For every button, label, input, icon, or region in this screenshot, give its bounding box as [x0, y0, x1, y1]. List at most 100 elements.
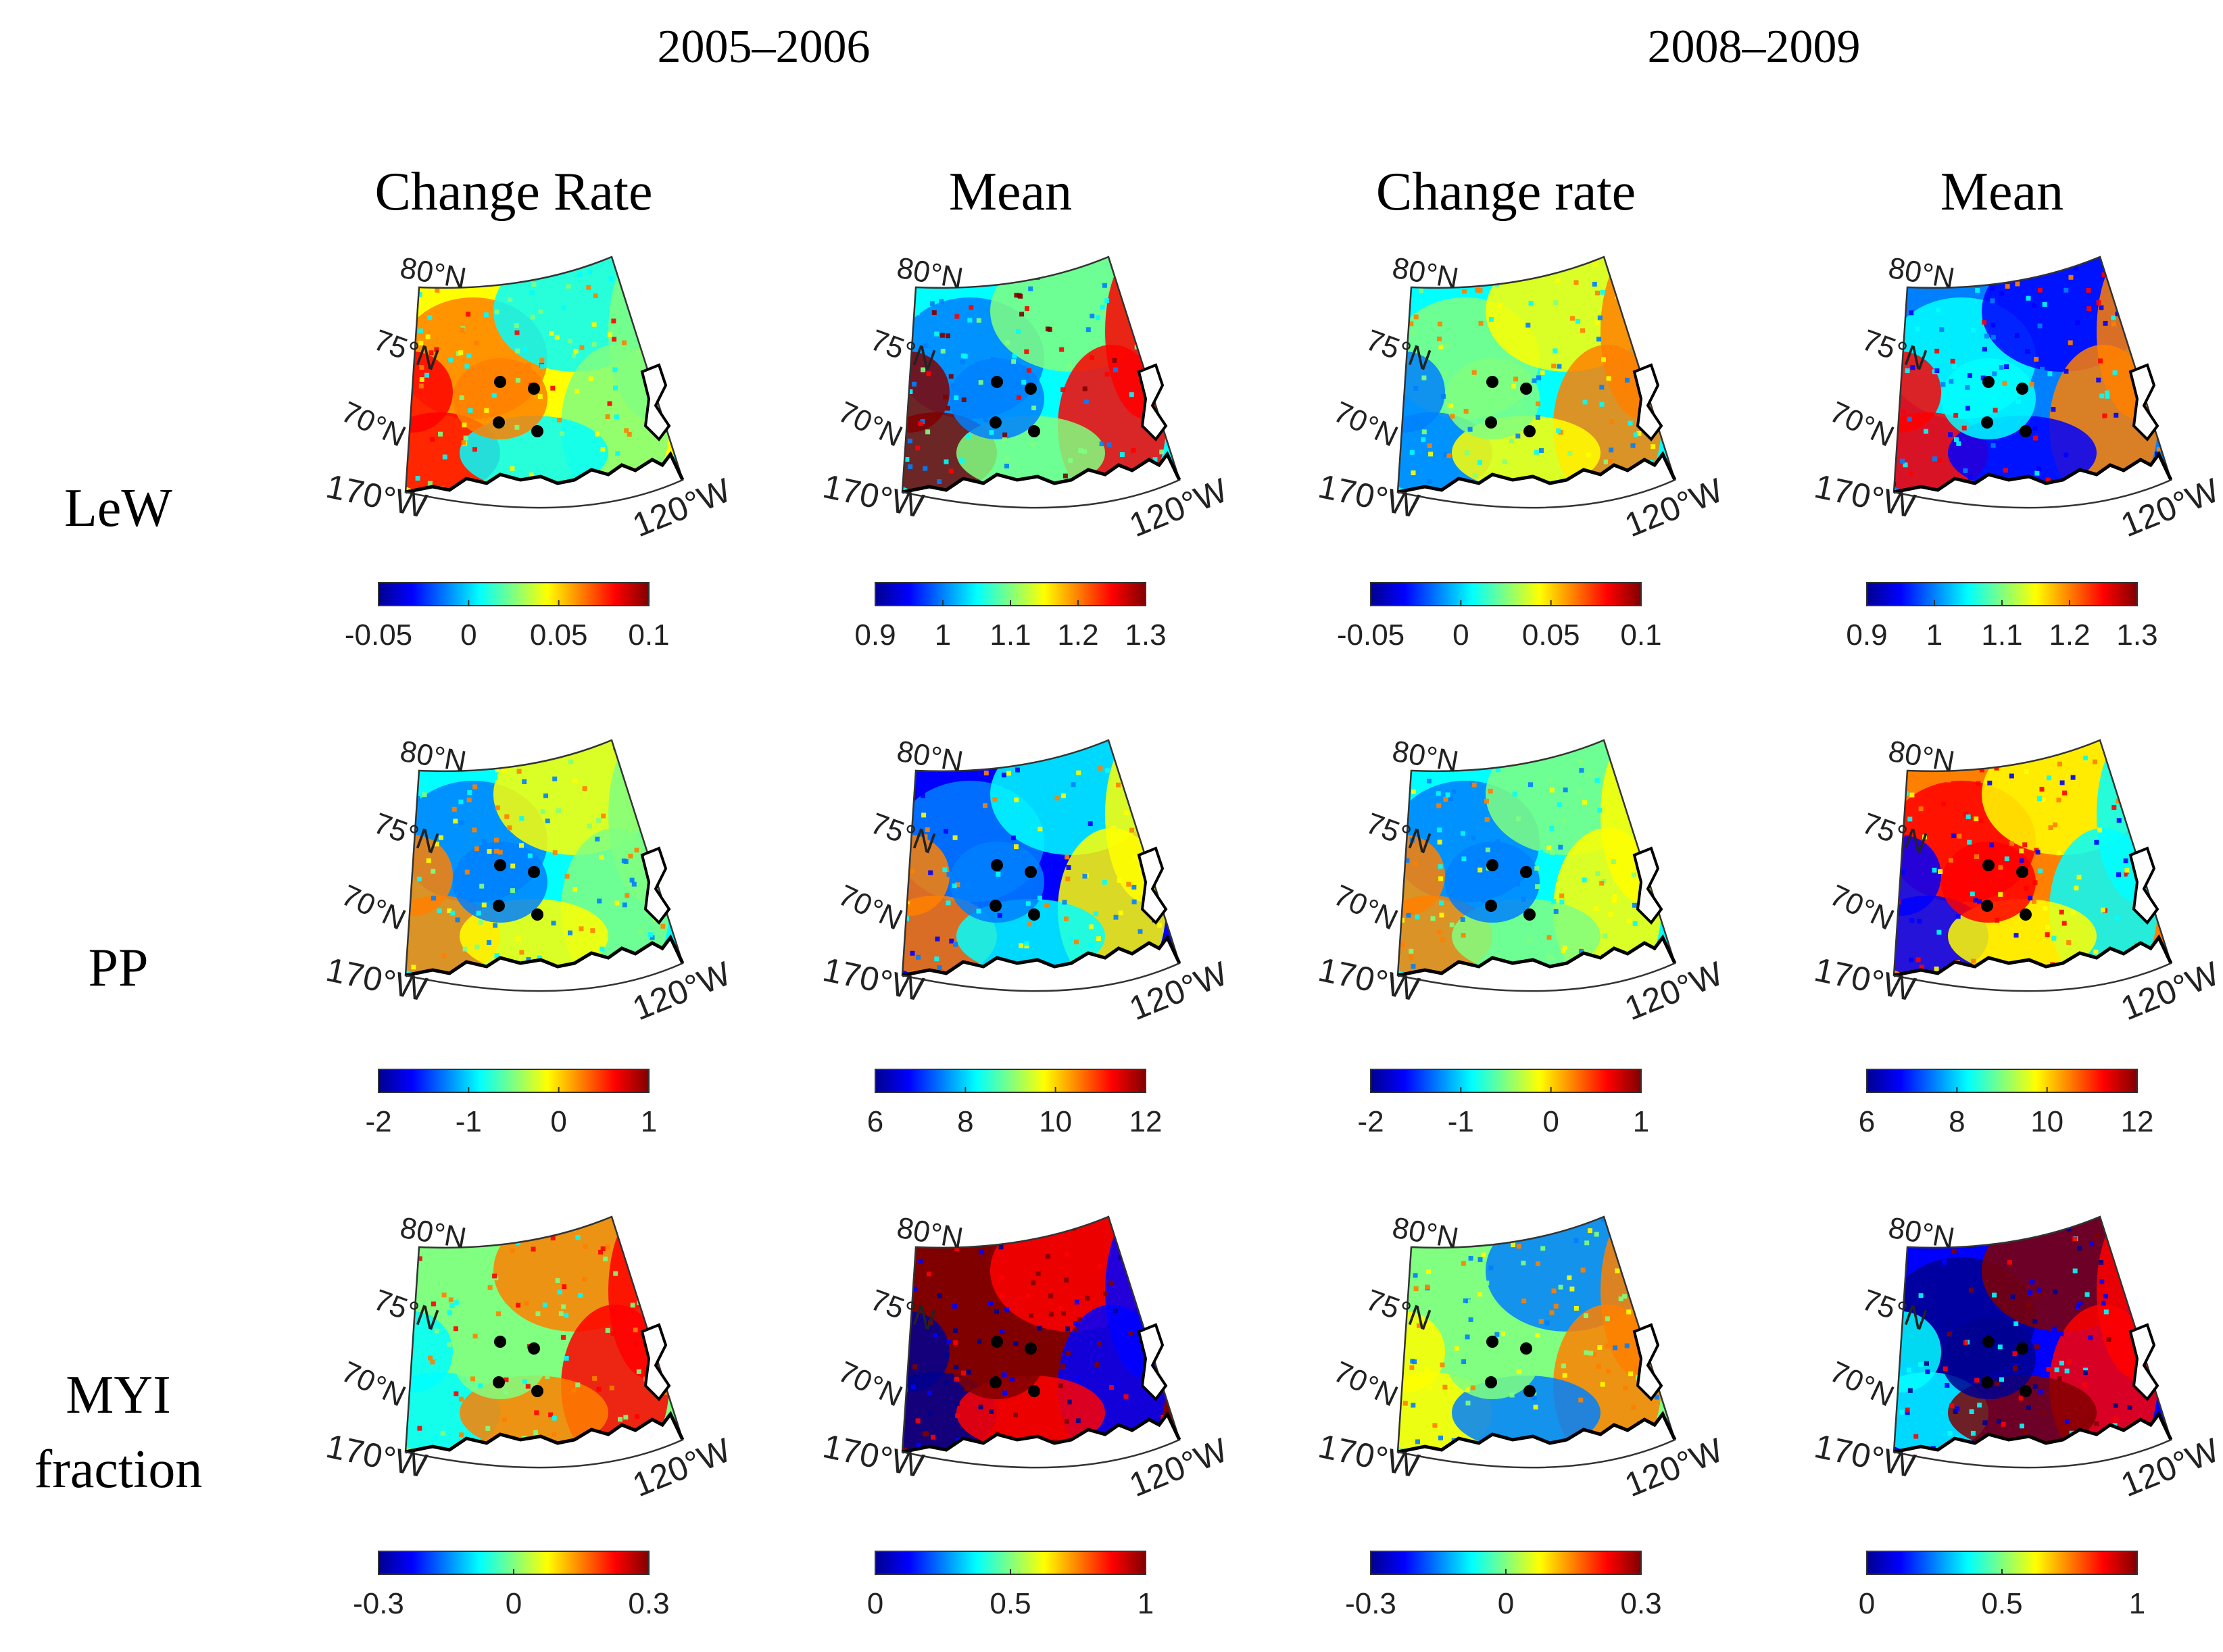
station-marker-2: [528, 383, 540, 395]
station-marker-1: [1982, 376, 1995, 388]
island: [1137, 363, 1168, 442]
station-marker-4: [1523, 1385, 1536, 1397]
station-marker-3: [493, 900, 505, 912]
station-marker-3: [1981, 1376, 1993, 1388]
station-marker-1: [1486, 376, 1498, 388]
coastline: [1893, 934, 2173, 977]
lat-label-2: 70°N: [337, 879, 411, 937]
colorbar-tick-label: 0: [506, 1587, 522, 1620]
station-marker-3: [990, 1376, 1002, 1388]
station-marker-3: [1981, 416, 1993, 429]
island: [1632, 1323, 1663, 1402]
station-marker-4: [2020, 908, 2032, 921]
island: [2128, 846, 2159, 925]
colorbar-tick-label: 1.3: [1125, 618, 1166, 652]
colorbar-tick-label: 0.9: [854, 618, 896, 652]
lat-label-2: 70°N: [833, 879, 908, 937]
station-marker-3: [493, 416, 505, 429]
colorbar-tick-label: 0.3: [1620, 1587, 1661, 1620]
station-marker-4: [2020, 1385, 2032, 1397]
colorbar-tick-label: 1: [641, 1105, 657, 1138]
colorbar: [1866, 1069, 2138, 1093]
colorbar-tick-label: 0: [1498, 1587, 1514, 1620]
colorbar-tick-label: 1: [1926, 618, 1943, 652]
station-marker-2: [2016, 1342, 2028, 1355]
lat-label-0: 80°N: [397, 735, 468, 779]
island: [640, 363, 671, 442]
lat-label-2: 70°N: [1825, 879, 1899, 937]
lat-label-2: 70°N: [1329, 395, 1403, 454]
colorbar-tick-label: 0: [1452, 618, 1469, 652]
colorbar-tick-label: 1.2: [2049, 618, 2090, 652]
station-marker-1: [1982, 859, 1995, 871]
station-marker-3: [1485, 1376, 1497, 1388]
colorbar-tick-label: 0: [867, 1587, 883, 1620]
colorbar-tick-label: -0.05: [345, 618, 412, 652]
column-title-mean-2005: Mean: [949, 162, 1072, 222]
colorbar-tick-label: -1: [1448, 1105, 1474, 1138]
colorbar-tick-label: 0: [550, 1105, 566, 1138]
colorbar-tick-label: 8: [957, 1105, 973, 1138]
colorbar-tick-label: 0: [1859, 1587, 1875, 1620]
colorbar-tick-label: 0.1: [1620, 618, 1661, 652]
station-marker-4: [531, 1385, 543, 1397]
coastline: [405, 934, 685, 977]
station-marker-3: [990, 900, 1002, 912]
colorbar-tick-label: 1.1: [1981, 618, 2022, 652]
colorbar-tick-label: 12: [1129, 1105, 1163, 1138]
lat-label-0: 80°N: [1390, 1211, 1461, 1255]
colorbar-tick-label: 10: [1039, 1105, 1072, 1138]
lat-label-0: 80°N: [894, 1211, 965, 1255]
station-marker-1: [1486, 859, 1498, 871]
station-marker-2: [1025, 383, 1037, 395]
row-label-pp: PP: [89, 938, 149, 998]
period-title-2008-2009: 2008–2009: [1648, 21, 1861, 73]
lat-label-2: 70°N: [1329, 1355, 1403, 1413]
coastline: [405, 451, 685, 494]
station-marker-1: [991, 859, 1003, 871]
coastline: [902, 934, 1181, 977]
colorbar-tick-label: 0.05: [1522, 618, 1580, 652]
coastline: [1397, 451, 1677, 494]
colorbar-tick-label: 6: [867, 1105, 883, 1138]
station-marker-1: [494, 1336, 506, 1348]
colorbar-tick-label: -0.05: [1337, 618, 1404, 652]
coastline: [1397, 934, 1677, 977]
colorbar-tick-label: 6: [1859, 1105, 1875, 1138]
station-marker-3: [1981, 900, 1993, 912]
island: [1632, 846, 1663, 925]
coastline: [902, 1411, 1181, 1454]
colorbar-tick-label: -2: [1357, 1105, 1384, 1138]
station-marker-4: [531, 908, 543, 921]
station-marker-3: [990, 416, 1002, 429]
station-marker-4: [1028, 425, 1040, 437]
station-marker-3: [493, 1376, 505, 1388]
station-marker-2: [528, 1342, 540, 1355]
station-marker-4: [1523, 908, 1536, 921]
coastline: [405, 1411, 685, 1454]
island: [1137, 1323, 1168, 1402]
colorbar: [1370, 1551, 1642, 1575]
station-marker-3: [1485, 900, 1497, 912]
colorbar-tick-label: 0: [1542, 1105, 1559, 1138]
lat-label-0: 80°N: [1390, 735, 1461, 779]
column-title-change-rate-2005: Change Rate: [375, 162, 653, 222]
station-marker-1: [991, 376, 1003, 388]
colorbar-tick-label: 1: [1633, 1105, 1649, 1138]
station-marker-4: [531, 425, 543, 437]
lat-label-2: 70°N: [1825, 395, 1899, 454]
lat-label-0: 80°N: [1886, 1211, 1957, 1255]
lat-label-2: 70°N: [337, 395, 411, 454]
station-marker-2: [528, 866, 540, 878]
